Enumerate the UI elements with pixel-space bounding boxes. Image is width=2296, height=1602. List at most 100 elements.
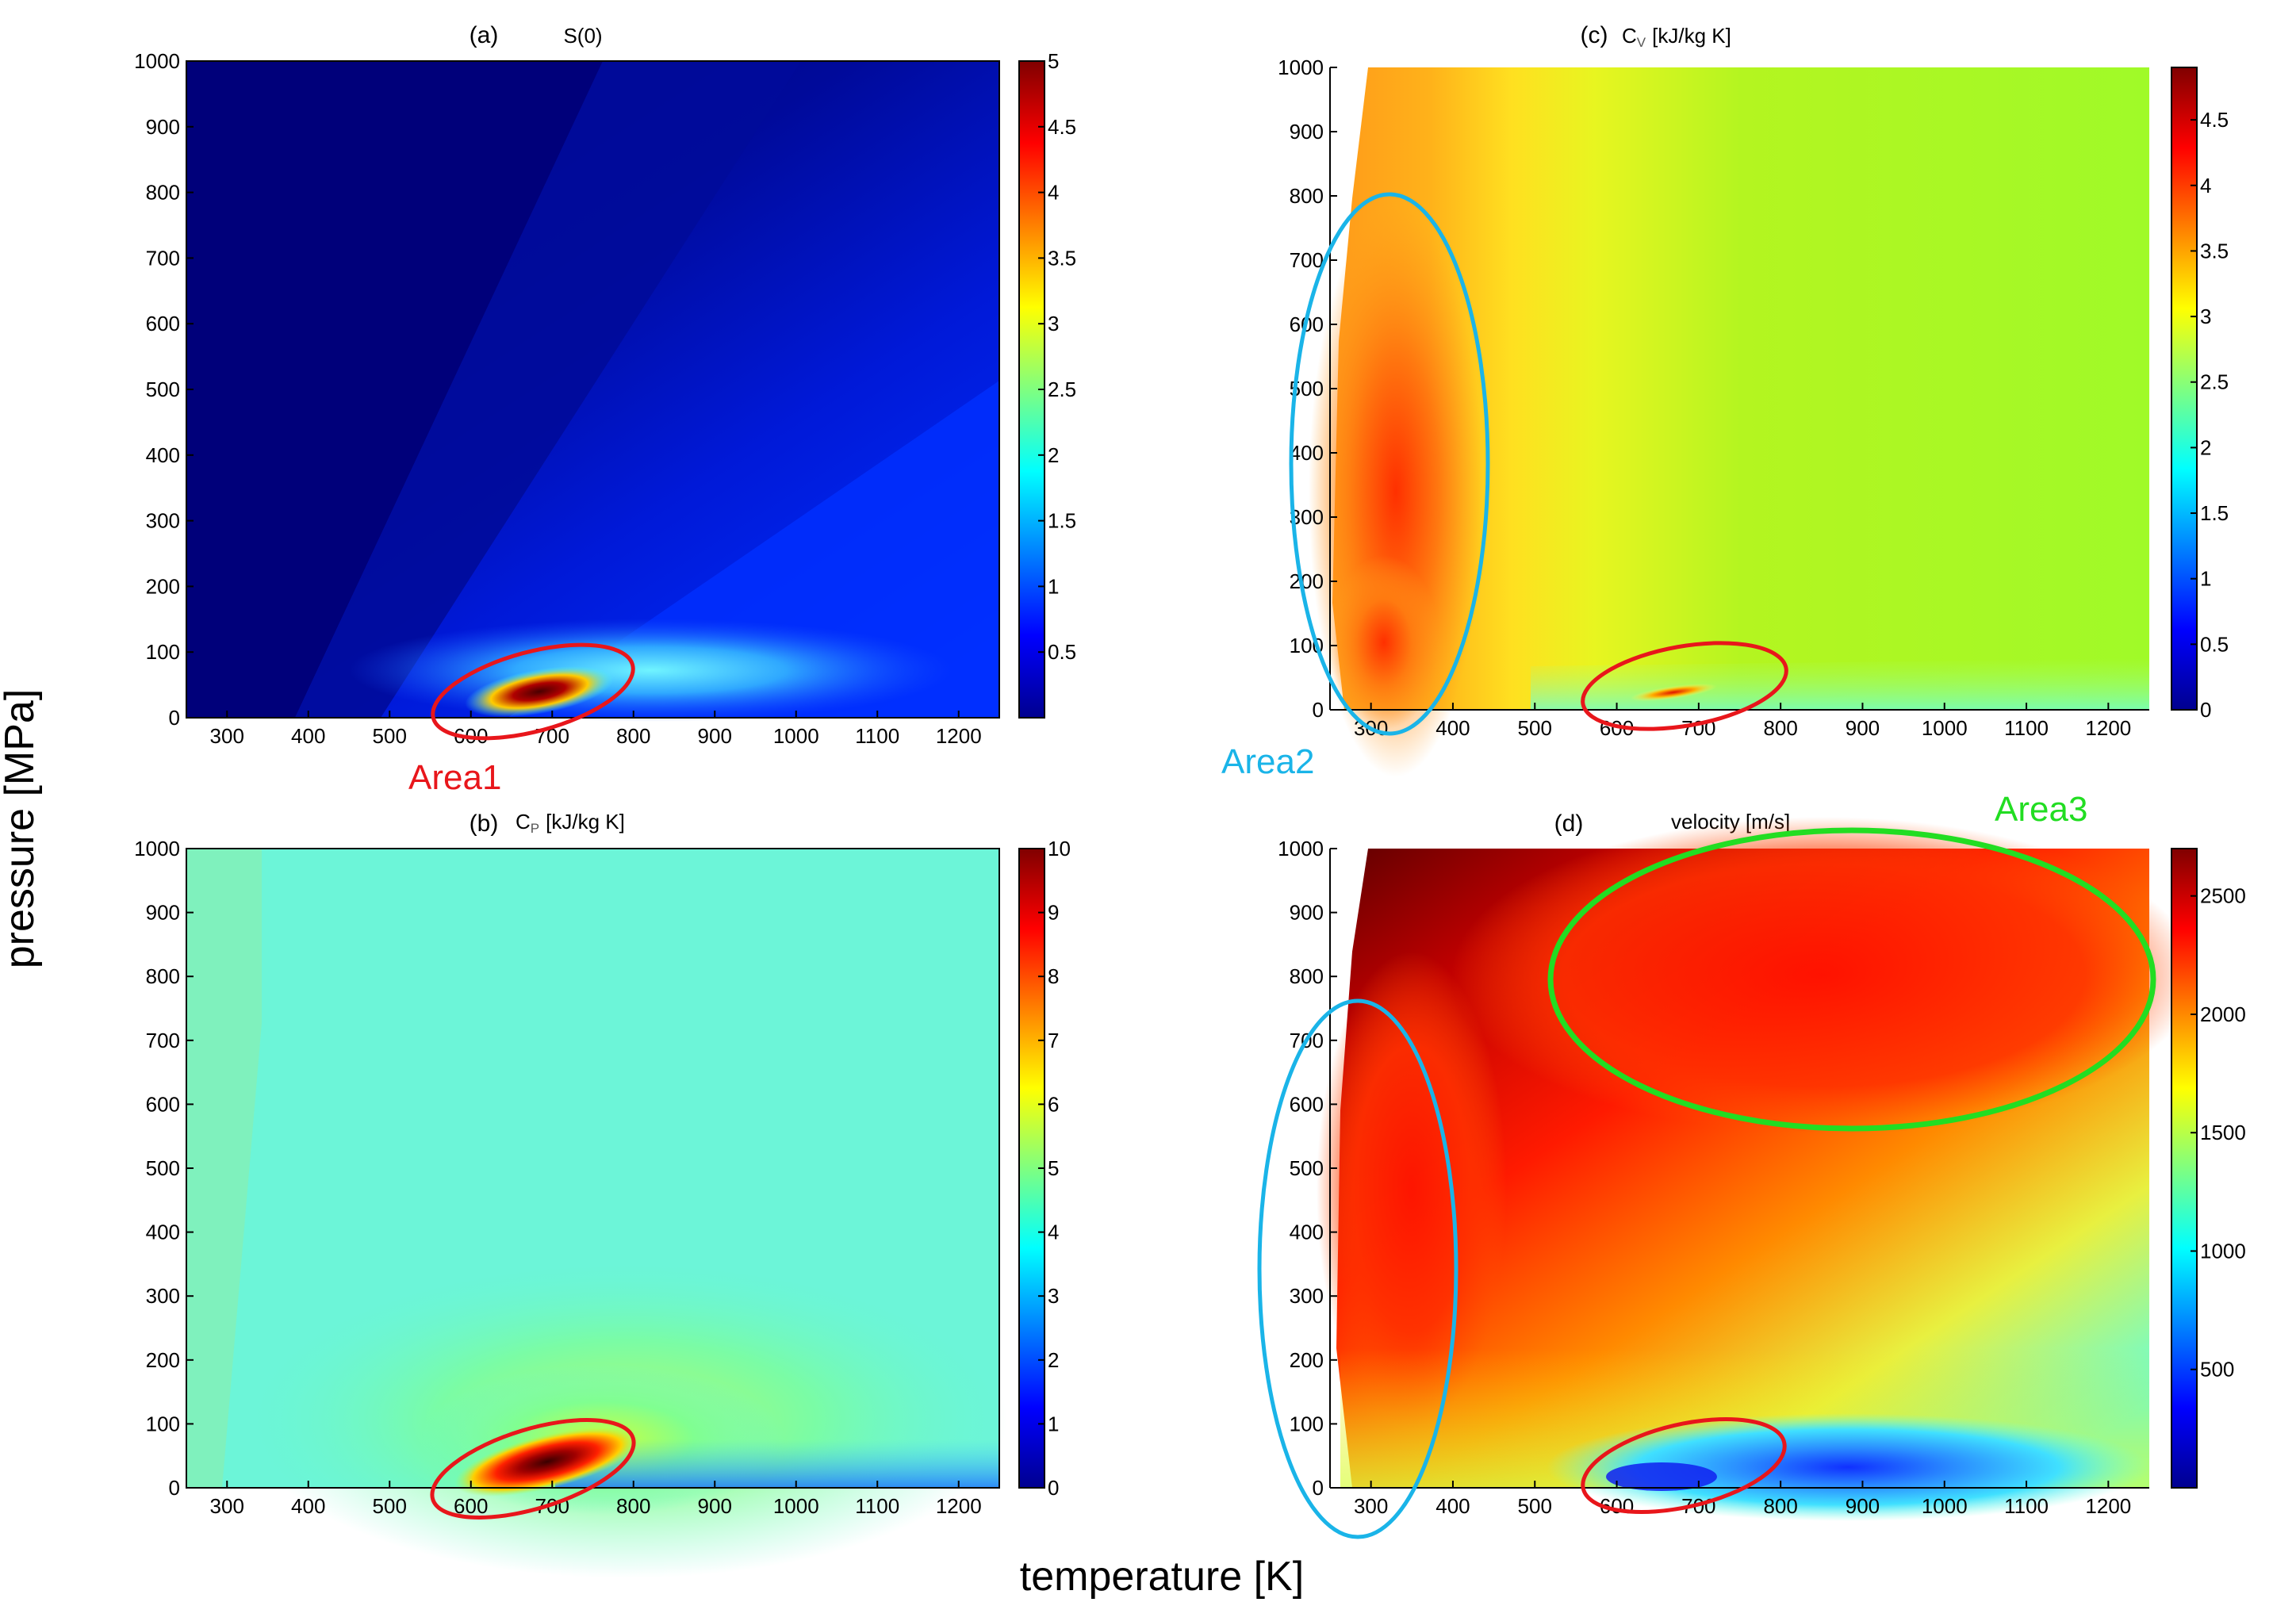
panel-a-label: (a): [470, 22, 499, 48]
panel-a-y-tick-label: 500: [146, 378, 180, 401]
panel-c-x-tick-label: 1000: [1922, 716, 1968, 740]
panel-c-y-tick-label: 0: [1313, 698, 1324, 722]
panel-d-y-tick-label: 900: [1290, 901, 1324, 925]
panel-d-colorbar-label: 1000: [2200, 1239, 2246, 1263]
panel-a-y-tick-label: 600: [146, 312, 180, 335]
panel-c-label: (c): [1581, 22, 1608, 48]
panel-b-y-tick-label: 200: [146, 1348, 180, 1372]
panel-b-ellipse: [430, 1418, 636, 1520]
panel-d-x-tick-label: 500: [1518, 1494, 1552, 1518]
panel-b-x-tick-label: 1100: [855, 1494, 899, 1518]
panel-d-x-tick-label: 400: [1435, 1494, 1470, 1518]
panel-a-y-tick-label: 1000: [134, 49, 180, 73]
panel-b-y-tick-label: 0: [169, 1476, 180, 1500]
panel-d-colorbar-gradient: [2171, 848, 2198, 1489]
panel-c-y-tick-label: 900: [1290, 120, 1324, 144]
panel-b-colorbar-label: 8: [1048, 964, 1059, 988]
panel-b-colorbar-label: 6: [1048, 1092, 1059, 1116]
panel-b-colorbar-label: 4: [1048, 1221, 1059, 1244]
panel-a-x-axis: 300 400 500 600 700 800 900 1000 1100 1200: [186, 711, 999, 748]
area1-ellipse: [431, 642, 635, 741]
panel-b-y-tick-label: 700: [146, 1029, 180, 1052]
panel-b-y-tick-label: 100: [146, 1412, 180, 1435]
panel-b-x-tick-label: 500: [373, 1494, 407, 1518]
panel-d-y-tick-label: 500: [1290, 1156, 1324, 1180]
panel-a-x-tick-label: 1200: [936, 724, 982, 748]
panel-c-x-tick-label: 1100: [2004, 716, 2049, 740]
panel-c-x-tick-label: 400: [1435, 716, 1470, 740]
area3-label: Area3: [1995, 790, 2087, 829]
panel-d-x-tick-label: 1100: [2004, 1494, 2049, 1518]
panel-c-y-tick-label: 200: [1290, 569, 1324, 593]
panel-a-y-tick-label: 800: [146, 181, 180, 205]
panel-a-title: S(0): [563, 24, 602, 48]
panel-d-y-tick-label: 0: [1313, 1476, 1324, 1500]
panel-c: (c) CV [kJ/kg K] 300 400 500 600 700 800 900 100…: [1221, 22, 2229, 781]
panel-c-colorbar-gradient: [2171, 67, 2198, 711]
panel-b-y-tick-label: 300: [146, 1284, 180, 1308]
panel-b-y-tick-label: 900: [146, 901, 180, 925]
panel-c-title: CV [kJ/kg K]: [1622, 24, 1731, 50]
panel-c-x-tick-label: 800: [1763, 716, 1797, 740]
panel-a-colorbar-label: 2.5: [1048, 378, 1076, 401]
panel-d-x-tick-label: 800: [1763, 1494, 1797, 1518]
panel-c-y-tick-label: 1000: [1278, 56, 1324, 79]
panel-a-colorbar-label: 2: [1048, 443, 1059, 467]
panel-b-colorbar-label: 10: [1048, 837, 1071, 860]
panel-b-colorbar: 0 1 2 3 4 5 6 7 8 9 10: [1018, 837, 1071, 1500]
panel-a-y-tick-label: 300: [146, 509, 180, 533]
panel-a-x-tick-label: 300: [210, 724, 244, 748]
panel-b-colorbar-label: 7: [1048, 1029, 1059, 1052]
panel-a-x-tick-label: 1000: [773, 724, 819, 748]
panel-d-colorbar-label: 2500: [2200, 884, 2246, 908]
panel-a-y-tick-label: 900: [146, 115, 180, 139]
panel-b-x-tick-label: 900: [698, 1494, 732, 1518]
panel-d-colorbar-label: 1500: [2200, 1121, 2246, 1144]
panel-d-red-ellipse: [1581, 1416, 1787, 1515]
panel-c-colorbar-label: 2: [2200, 435, 2211, 459]
panel-c-colorbar-label: 1.5: [2200, 501, 2229, 525]
panel-a-colorbar-label: 5: [1048, 49, 1059, 73]
panel-c-x-tick-label: 900: [1846, 716, 1880, 740]
panel-a-colorbar-label: 1: [1048, 574, 1059, 598]
panel-d-y-tick-label: 400: [1290, 1221, 1324, 1244]
panel-c-y-tick-label: 800: [1290, 184, 1324, 208]
panel-a-y-tick-label: 200: [146, 574, 180, 598]
panel-b-colorbar-label: 0: [1048, 1476, 1059, 1500]
panel-b-x-tick-label: 400: [291, 1494, 325, 1518]
panel-a-x-tick-label: 900: [698, 724, 732, 748]
y-axis-label: pressure [MPa]: [0, 689, 43, 969]
panel-b-x-tick-label: 800: [616, 1494, 650, 1518]
panel-b-title: CP [kJ/kg K]: [516, 810, 625, 836]
panel-d: (d) velocity [m/s] 300 400 500 600 700 800 900…: [1257, 790, 2246, 1539]
panel-a-x-tick-label: 800: [616, 724, 650, 748]
panel-c-colorbar: 0 0.5 1 1.5 2 2.5 3 3.5 4 4.5: [2171, 67, 2229, 722]
panel-d-y-tick-label: 1000: [1278, 837, 1324, 860]
panel-a-colorbar-label: 4.5: [1048, 115, 1076, 139]
panel-a-y-tick-label: 100: [146, 640, 180, 664]
area2-label: Area2: [1221, 742, 1314, 781]
panel-d-colorbar-label: 500: [2200, 1358, 2234, 1382]
panel-d-x-tick-label: 300: [1354, 1494, 1388, 1518]
panel-c-colorbar-label: 0: [2200, 698, 2211, 722]
panel-c-colorbar-label: 4: [2200, 174, 2211, 197]
panel-a-y-tick-label: 700: [146, 246, 180, 270]
panel-a-colorbar: 0.5 1 1.5 2 2.5 3 3.5 4 4.5 5: [1018, 49, 1076, 719]
panel-a-y-tick-label: 400: [146, 443, 180, 467]
panel-b-y-axis: 0 100 200 300 400 500 600 700 800 900 1000: [134, 837, 194, 1500]
panel-d-x-tick-label: 1200: [2085, 1494, 2131, 1518]
panel-b-y-tick-label: 600: [146, 1092, 180, 1116]
panel-b-colorbar-label: 2: [1048, 1348, 1059, 1372]
panel-b-label: (b): [470, 811, 499, 837]
panel-a-x-tick-label: 1100: [855, 724, 899, 748]
panel-b-colorbar-label: 1: [1048, 1412, 1059, 1435]
panel-d-heatmap: [1317, 817, 2197, 1521]
area2-ellipse: [1289, 192, 1490, 736]
area1-label: Area1: [408, 758, 501, 797]
panel-d-y-tick-label: 600: [1290, 1092, 1324, 1116]
panel-c-colorbar-label: 4.5: [2200, 108, 2229, 132]
panel-b-x-tick-label: 300: [210, 1494, 244, 1518]
panel-a-y-axis: 0 100 200 300 400 500 600 700 800 900 1000: [134, 49, 194, 730]
panel-a-colorbar-label: 3.5: [1048, 246, 1076, 270]
